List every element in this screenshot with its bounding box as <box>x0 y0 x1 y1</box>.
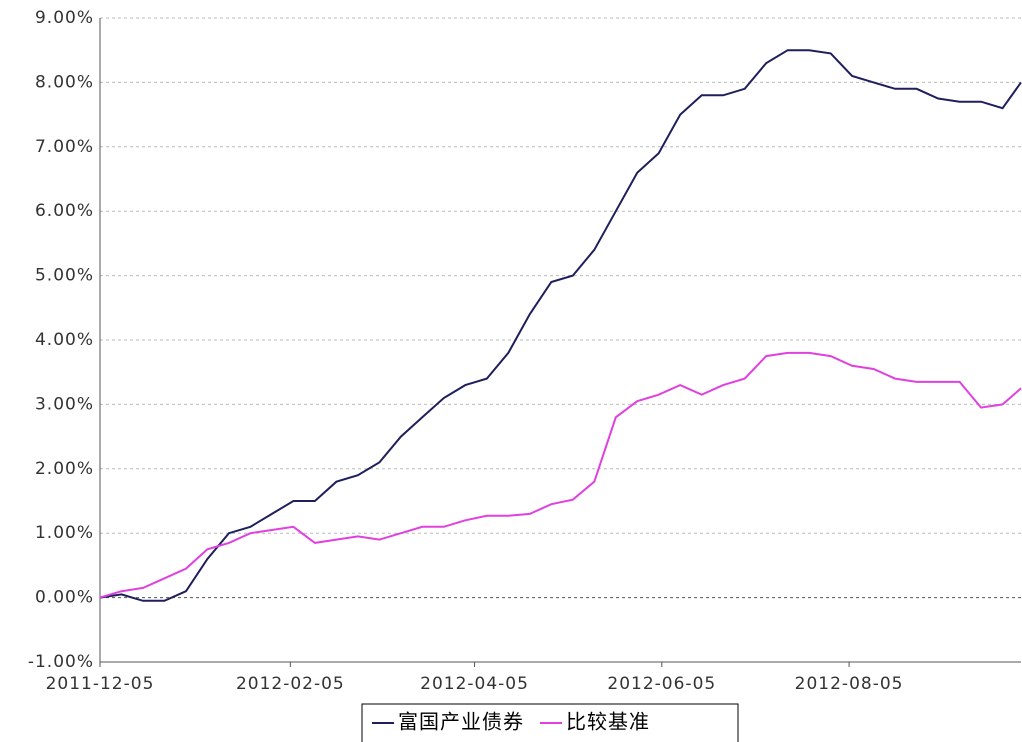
x-tick-label: 2011-12-05 <box>46 674 155 694</box>
y-tick-label: 0.00% <box>35 588 94 608</box>
y-tick-label: 9.00% <box>35 8 94 28</box>
legend-label: 富国产业债券 <box>398 710 524 734</box>
y-tick-label: 6.00% <box>35 201 94 221</box>
y-tick-label: 7.00% <box>35 137 94 157</box>
y-tick-label: 3.00% <box>35 394 94 414</box>
series-line <box>99 49 1022 602</box>
x-tick-label: 2012-02-05 <box>236 674 345 694</box>
y-tick-label: 5.00% <box>35 266 94 286</box>
series-line <box>99 351 1022 599</box>
y-tick-label: 2.00% <box>35 459 94 479</box>
y-tick-label: 1.00% <box>35 523 94 543</box>
x-tick-label: 2012-08-05 <box>795 674 904 694</box>
y-tick-label: 8.00% <box>35 72 94 92</box>
x-tick-label: 2012-06-05 <box>607 674 716 694</box>
x-tick-label: 2012-04-05 <box>420 674 529 694</box>
y-tick-label: 4.00% <box>35 330 94 350</box>
legend-label: 比较基准 <box>566 710 650 734</box>
y-tick-label: -1.00% <box>28 652 94 672</box>
